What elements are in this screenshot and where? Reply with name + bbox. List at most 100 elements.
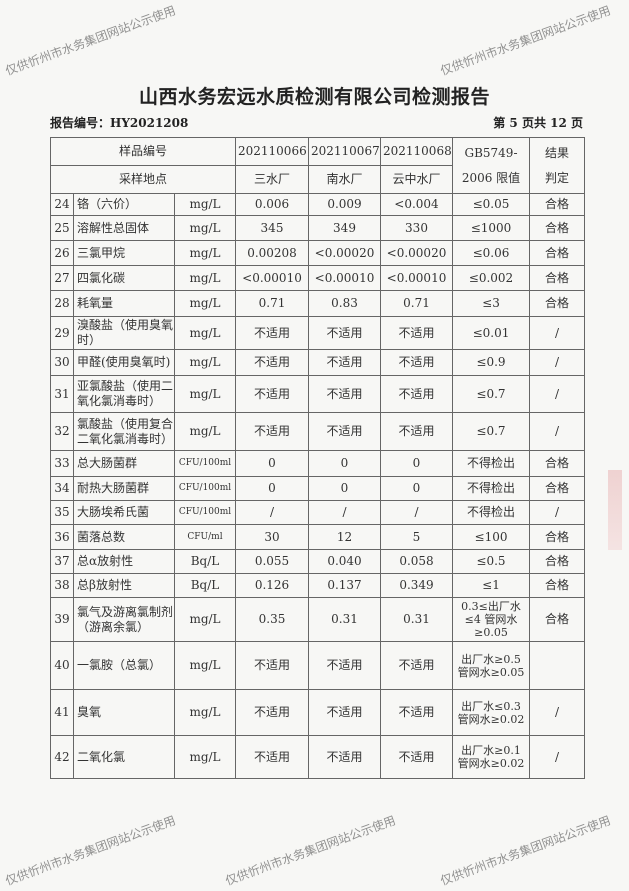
unit: Bq/L — [174, 549, 236, 574]
sample-no: 202110067 — [308, 137, 381, 166]
value: 0.31 — [380, 597, 453, 642]
table-row: 30 甲醛(使用臭氧时) mg/L 不适用 不适用 不适用 ≤0.9/ — [50, 349, 585, 376]
value: 不适用 — [308, 375, 381, 413]
value: <0.00010 — [308, 265, 381, 291]
result: 合格 — [529, 193, 585, 216]
result: / — [529, 316, 585, 350]
site: 三水厂 — [235, 165, 309, 194]
unit: mg/L — [174, 349, 236, 376]
item-name: 氯气及游离氯制剂（游离余氯） — [73, 597, 175, 642]
value: 不适用 — [380, 689, 453, 736]
result: 合格 — [529, 524, 585, 550]
table-row: 33 总大肠菌群 CFU/100ml 0 0 0 不得检出 合格 — [50, 450, 585, 477]
item-number: 33 — [50, 450, 74, 477]
item-number: 34 — [50, 476, 74, 501]
item-number: 24 — [50, 193, 74, 216]
result: / — [529, 735, 585, 779]
item-number: 31 — [50, 375, 74, 413]
table-row: 39 氯气及游离氯制剂（游离余氯） mg/L 0.35 0.31 0.31 0.3≤出厂水≤… — [50, 597, 585, 642]
watermark: 仅供忻州市水务集团网站公示使用 — [438, 3, 613, 79]
value: 0 — [235, 450, 309, 477]
table-row: 31 亚氯酸盐（使用二氧化氯消毒时） mg/L 不适用 不适用 不适用 ≤0.7/ — [50, 375, 585, 413]
site: 南水厂 — [308, 165, 381, 194]
value: 不适用 — [235, 641, 309, 690]
value: 0.040 — [308, 549, 381, 574]
header-row-sample: 样品编号 202110066 202110067 202110068 GB574… — [50, 137, 585, 194]
unit: CFU/100ml — [174, 500, 236, 525]
limit: 出厂水≥0.1 管网水≥0.02 — [452, 735, 530, 779]
item-number: 27 — [50, 265, 74, 291]
value: 330 — [380, 215, 453, 241]
result: / — [529, 349, 585, 376]
table-row: 35 大肠埃希氏菌 CFU/100ml / / / 不得检出 / — [50, 500, 585, 525]
result: 合格 — [529, 450, 585, 477]
value: 不适用 — [235, 412, 309, 451]
site: 云中水厂 — [380, 165, 453, 194]
result: 合格 — [529, 597, 585, 642]
unit: mg/L — [174, 641, 236, 690]
unit: CFU/ml — [174, 524, 236, 550]
item-name: 菌落总数 — [73, 524, 175, 550]
sample-no: 202110068 — [380, 137, 453, 166]
table-row: 40 一氯胺（总氯） mg/L 不适用 不适用 不适用 出厂水≥0.5 管网水≥0.05 — [50, 641, 585, 690]
unit: CFU/100ml — [174, 476, 236, 501]
limit: ≤3 — [452, 290, 530, 317]
result-header-line: 结果 — [544, 145, 569, 160]
value: 0.009 — [308, 193, 381, 216]
item-name: 铬（六价） — [73, 193, 175, 216]
value: 0 — [308, 450, 381, 477]
unit: CFU/100ml — [174, 450, 236, 477]
value: 不适用 — [308, 641, 381, 690]
item-number: 29 — [50, 316, 74, 350]
item-name: 一氯胺（总氯） — [73, 641, 175, 690]
value: 0.055 — [235, 549, 309, 574]
watermark: 仅供忻州市水务集团网站公示使用 — [223, 813, 398, 889]
value: 不适用 — [308, 689, 381, 736]
value: 12 — [308, 524, 381, 550]
value: 不适用 — [235, 349, 309, 376]
value: 0 — [380, 476, 453, 501]
value: 不适用 — [380, 349, 453, 376]
item-name: 亚氯酸盐（使用二氧化氯消毒时） — [73, 375, 175, 413]
item-number: 26 — [50, 240, 74, 266]
table-row: 25 溶解性总固体 mg/L 345 349 330 ≤1000 合格 — [50, 215, 585, 241]
unit: Bq/L — [174, 573, 236, 598]
limit-header-line: 2006 限值 — [461, 170, 521, 185]
value: <0.00010 — [235, 265, 309, 291]
item-number: 37 — [50, 549, 74, 574]
unit: mg/L — [174, 316, 236, 350]
item-name: 氯酸盐（使用复合二氧化氯消毒时） — [73, 412, 175, 451]
item-name: 总β放射性 — [73, 573, 175, 598]
page-info: 第 5 页共 12 页 — [493, 116, 583, 130]
limit: ≤1 — [452, 573, 530, 598]
limit: ≤100 — [452, 524, 530, 550]
value: <0.00010 — [380, 265, 453, 291]
value: / — [380, 500, 453, 525]
item-number: 42 — [50, 735, 74, 779]
value: 30 — [235, 524, 309, 550]
item-name: 大肠埃希氏菌 — [73, 500, 175, 525]
unit: mg/L — [174, 265, 236, 291]
table-row: 29 溴酸盐（使用臭氧时） mg/L 不适用 不适用 不适用 ≤0.01/ — [50, 316, 585, 350]
watermark: 仅供忻州市水务集团网站公示使用 — [3, 813, 178, 889]
result: / — [529, 412, 585, 451]
item-number: 35 — [50, 500, 74, 525]
limit: ≤0.7 — [452, 412, 530, 451]
unit: mg/L — [174, 412, 236, 451]
item-name: 耐热大肠菌群 — [73, 476, 175, 501]
value: <0.00020 — [308, 240, 381, 266]
value: 0.349 — [380, 573, 453, 598]
unit: mg/L — [174, 689, 236, 736]
item-name: 三氯甲烷 — [73, 240, 175, 266]
item-number: 41 — [50, 689, 74, 736]
value: / — [308, 500, 381, 525]
value: 0.058 — [380, 549, 453, 574]
limit: ≤0.06 — [452, 240, 530, 266]
item-name: 耗氧量 — [73, 290, 175, 317]
sample-no: 202110066 — [235, 137, 309, 166]
value: 0 — [380, 450, 453, 477]
value: 0.137 — [308, 573, 381, 598]
result: 合格 — [529, 573, 585, 598]
result — [529, 641, 585, 690]
value: 345 — [235, 215, 309, 241]
